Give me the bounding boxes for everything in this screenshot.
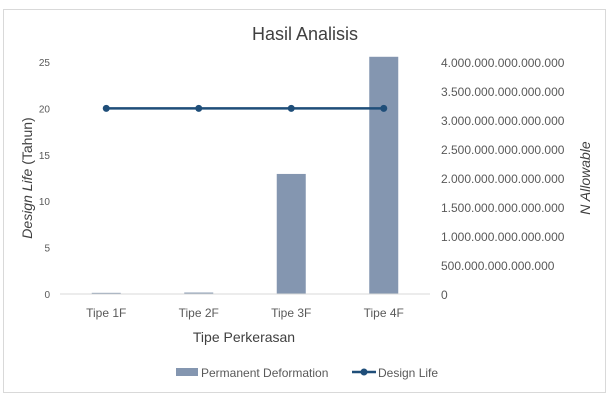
bar-tipe-3f	[276, 173, 306, 294]
right-axis-ticks: 0 500.000.000.000.000 1.000.000.000.000.00…	[441, 56, 565, 302]
chart-title: Hasil Analisis	[252, 24, 358, 44]
right-axis-tick-label: 1.000.000.000.000.000	[441, 230, 565, 244]
x-axis-title: Tipe Perkerasan	[193, 329, 295, 345]
left-axis-tick-label: 15	[39, 151, 51, 162]
bar-series	[91, 56, 399, 294]
bar-tipe-1f	[91, 292, 121, 294]
y-axis-left-title-italic: Design Life	[19, 168, 35, 238]
y-axis-left-title: Design Life (Tahun)	[19, 117, 35, 238]
bar-tipe-4f	[369, 56, 399, 294]
right-axis-tick-label: 3.500.000.000.000.000	[441, 85, 565, 99]
design-life-point	[195, 104, 203, 112]
bar-tipe-2f	[184, 292, 214, 294]
x-axis-ticks: Tipe 1F Tipe 2F Tipe 3F Tipe 4F	[86, 306, 404, 320]
right-axis-tick-label: 500.000.000.000.000	[441, 259, 555, 273]
line-series	[102, 104, 388, 112]
x-axis-tick-label: Tipe 3F	[271, 306, 311, 320]
right-axis-tick-label: 3.000.000.000.000.000	[441, 114, 565, 128]
left-axis-tick-label: 10	[39, 197, 51, 208]
design-life-point	[287, 104, 295, 112]
left-axis-tick-label: 0	[44, 290, 50, 301]
x-axis-tick-label: Tipe 4F	[364, 306, 404, 320]
y-axis-right-title: N Allowable	[577, 141, 593, 215]
right-axis-tick-label: 2.500.000.000.000.000	[441, 143, 565, 157]
y-axis-left-title-unit: (Tahun)	[19, 117, 35, 164]
legend-label-permanent-deformation: Permanent Deformation	[201, 366, 328, 380]
legend-swatch-permanent-deformation	[176, 368, 198, 376]
right-axis-tick-label: 4.000.000.000.000.000	[441, 56, 565, 70]
left-axis-tick-label: 20	[39, 104, 51, 115]
design-life-point	[380, 104, 388, 112]
left-axis-ticks: 0 5 10 15 20 25	[39, 58, 51, 301]
x-axis-tick-label: Tipe 1F	[86, 306, 126, 320]
design-life-point	[102, 104, 110, 112]
right-axis-tick-label: 1.500.000.000.000.000	[441, 201, 565, 215]
left-axis-tick-label: 25	[39, 58, 51, 69]
legend: Permanent Deformation Design Life	[176, 366, 438, 380]
right-axis-tick-label: 0	[441, 288, 448, 302]
legend-label-design-life: Design Life	[378, 366, 438, 380]
left-axis-tick-label: 5	[44, 244, 50, 255]
right-axis-tick-label: 2.000.000.000.000.000	[441, 172, 565, 186]
x-axis-tick-label: Tipe 2F	[179, 306, 219, 320]
legend-swatch-design-life-marker	[360, 368, 368, 376]
